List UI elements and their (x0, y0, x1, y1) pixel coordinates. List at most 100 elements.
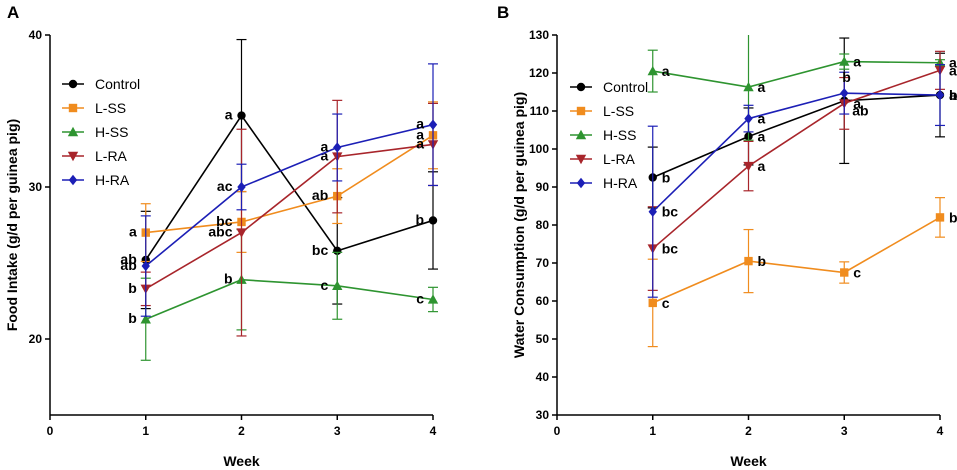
legend-label: Control (95, 76, 140, 92)
significance-label: ab (120, 251, 136, 267)
legend-marker (576, 177, 586, 189)
significance-label: a (758, 128, 766, 144)
significance-label: a (758, 158, 766, 174)
x-tick-label: 1 (649, 424, 656, 438)
significance-label: abc (208, 224, 232, 240)
significance-label: a (662, 63, 670, 79)
significance-label: b (949, 209, 957, 225)
data-point (647, 65, 658, 76)
series-line (145, 278, 434, 320)
series-line (145, 143, 434, 290)
significance-label: bc (662, 241, 679, 257)
legend-label: H-RA (95, 172, 130, 188)
x-tick-label: 3 (334, 424, 341, 438)
data-point (744, 256, 753, 266)
data-point (236, 228, 247, 238)
legend-item: H-SS (570, 127, 636, 143)
y-tick-label: 90 (536, 180, 550, 194)
data-point (428, 119, 438, 130)
significance-label: a (853, 54, 861, 70)
data-point (427, 294, 439, 304)
x-tick-label: 4 (430, 424, 437, 438)
legend-marker (576, 106, 586, 116)
significance-label: a (129, 224, 137, 240)
legend-marker (67, 126, 79, 137)
legend-label: L-RA (603, 151, 636, 167)
legend-label: L-RA (95, 148, 128, 164)
data-point (840, 268, 849, 277)
significance-label: bc (216, 213, 233, 229)
significance-label: a (416, 135, 424, 151)
legend-label: L-SS (95, 100, 126, 116)
legend-item: Control (62, 76, 140, 92)
x-tick-label: 0 (47, 424, 54, 438)
legend-marker (68, 103, 78, 113)
legend-label: Control (603, 79, 648, 95)
panel-letter: A (7, 3, 19, 22)
legend-label: H-SS (95, 124, 128, 140)
panel-letter: B (497, 3, 509, 22)
data-point (141, 260, 150, 272)
series-line (652, 216, 941, 304)
x-tick-label: 2 (238, 424, 245, 438)
y-tick-label: 110 (530, 104, 550, 118)
series-line (652, 69, 941, 250)
series-h-ss: aaa a (647, 35, 957, 141)
significance-label: a (225, 107, 233, 123)
y-tick-label: 130 (529, 28, 549, 42)
significance-label: bc (312, 242, 329, 258)
legend-marker (575, 154, 587, 165)
legend-label: H-RA (603, 175, 638, 191)
data-point (237, 111, 246, 120)
significance-label: c (853, 265, 861, 281)
significance-label: ab (312, 187, 328, 203)
legend-marker (68, 79, 78, 89)
x-axis-title: Week (223, 453, 260, 469)
significance-label: b (662, 170, 671, 186)
x-tick-label: 0 (554, 424, 561, 438)
y-tick-label: 40 (536, 370, 550, 384)
series-line (145, 114, 434, 261)
series-h-ss: bb cc (128, 228, 439, 361)
significance-label: a (949, 87, 957, 103)
series-line (652, 92, 941, 213)
legend-item: H-SS (62, 124, 128, 140)
significance-label: b (758, 253, 767, 269)
legend: Control L-SS H-SS L-RA H-RA (570, 79, 648, 191)
data-point (333, 142, 342, 153)
data-point (237, 181, 246, 193)
significance-label: a (416, 116, 424, 132)
data-point (648, 206, 657, 217)
significance-label: c (320, 277, 328, 293)
data-point (935, 89, 945, 101)
y-tick-label: 120 (529, 66, 549, 80)
significance-label: b (949, 87, 957, 103)
panel-a: A 0 1 2 3 4 20 30 40 Week Food Intake (g/d per gui… (4, 3, 439, 469)
significance-label: b (415, 211, 424, 227)
data-point (744, 113, 753, 124)
significance-label: a (320, 148, 328, 164)
data-point (935, 213, 945, 222)
panel-b: B 0 1 2 3 4 30 40 50 60 70 80 90 100 110 120 130 Week Wate… (497, 3, 957, 469)
legend-item: L-SS (62, 100, 126, 116)
significance-label: b (842, 69, 851, 85)
significance-label: c (662, 295, 670, 311)
legend-item: L-SS (570, 103, 634, 119)
significance-label: a (416, 126, 424, 142)
significance-label: a (320, 138, 328, 154)
data-point (428, 216, 438, 225)
significance-label: a (853, 95, 861, 111)
x-axis-title: Week (730, 453, 767, 469)
significance-label: bc (662, 204, 679, 220)
significance-label: ab (120, 257, 136, 273)
legend-item: L-RA (62, 148, 128, 164)
y-tick-label: 80 (536, 218, 550, 232)
significance-label: a (949, 55, 957, 71)
